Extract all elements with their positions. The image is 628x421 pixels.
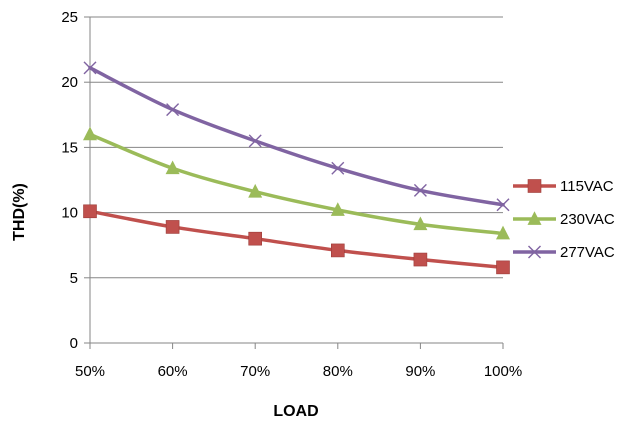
legend-marker <box>528 245 541 259</box>
data-point <box>496 198 510 212</box>
series-277VAC <box>83 61 510 212</box>
series-line <box>88 132 505 236</box>
series-115VAC <box>83 204 510 275</box>
y-tick-label: 5 <box>70 270 78 287</box>
data-point <box>413 252 428 267</box>
legend-item-230VAC: 230VAC <box>513 211 615 228</box>
axes <box>84 16 504 349</box>
series-lines <box>83 61 510 275</box>
data-point <box>166 103 180 117</box>
x-axis-title: LOAD <box>273 403 318 420</box>
data-point <box>165 220 180 234</box>
legend-item-277VAC: 277VAC <box>513 244 615 261</box>
data-point <box>83 204 97 219</box>
legend-label: 230VAC <box>560 211 615 228</box>
data-point <box>248 183 263 198</box>
y-tick-label: 20 <box>61 74 78 91</box>
data-point <box>330 243 345 258</box>
x-tick-label: 70% <box>240 363 270 380</box>
legend: 115VAC 230VAC 277VAC <box>513 178 615 261</box>
data-point <box>331 161 345 175</box>
y-axis-title: THD(%) <box>11 183 28 241</box>
grid-lines <box>90 16 503 279</box>
data-point <box>413 216 428 231</box>
y-tick-label: 25 <box>61 9 78 26</box>
data-point <box>165 160 180 175</box>
series-line <box>88 209 505 270</box>
legend-label: 115VAC <box>560 178 614 195</box>
data-point <box>496 225 510 240</box>
x-tick-label: 90% <box>405 363 435 380</box>
data-point <box>248 134 262 148</box>
legend-marker <box>527 179 542 193</box>
x-tick-label: 50% <box>75 363 105 380</box>
data-point <box>248 231 262 246</box>
data-point <box>496 260 510 275</box>
data-point <box>413 183 427 197</box>
x-tick-label: 100% <box>484 363 522 380</box>
data-point <box>330 202 345 216</box>
series-line <box>88 66 505 207</box>
y-tick-label: 0 <box>70 335 78 352</box>
x-tick-label: 60% <box>158 363 188 380</box>
tick-labels: 0 5 10 15 20 25 50% 60% 70% 80% 90% 100% <box>61 9 522 380</box>
legend-label: 277VAC <box>560 244 615 261</box>
y-tick-label: 10 <box>61 205 78 222</box>
y-tick-label: 15 <box>61 139 78 156</box>
series-230VAC <box>83 126 510 240</box>
x-tick-label: 80% <box>323 363 353 380</box>
data-point <box>83 126 97 141</box>
legend-item-115VAC: 115VAC <box>513 178 614 195</box>
data-point <box>83 61 97 75</box>
legend-marker <box>527 211 542 225</box>
